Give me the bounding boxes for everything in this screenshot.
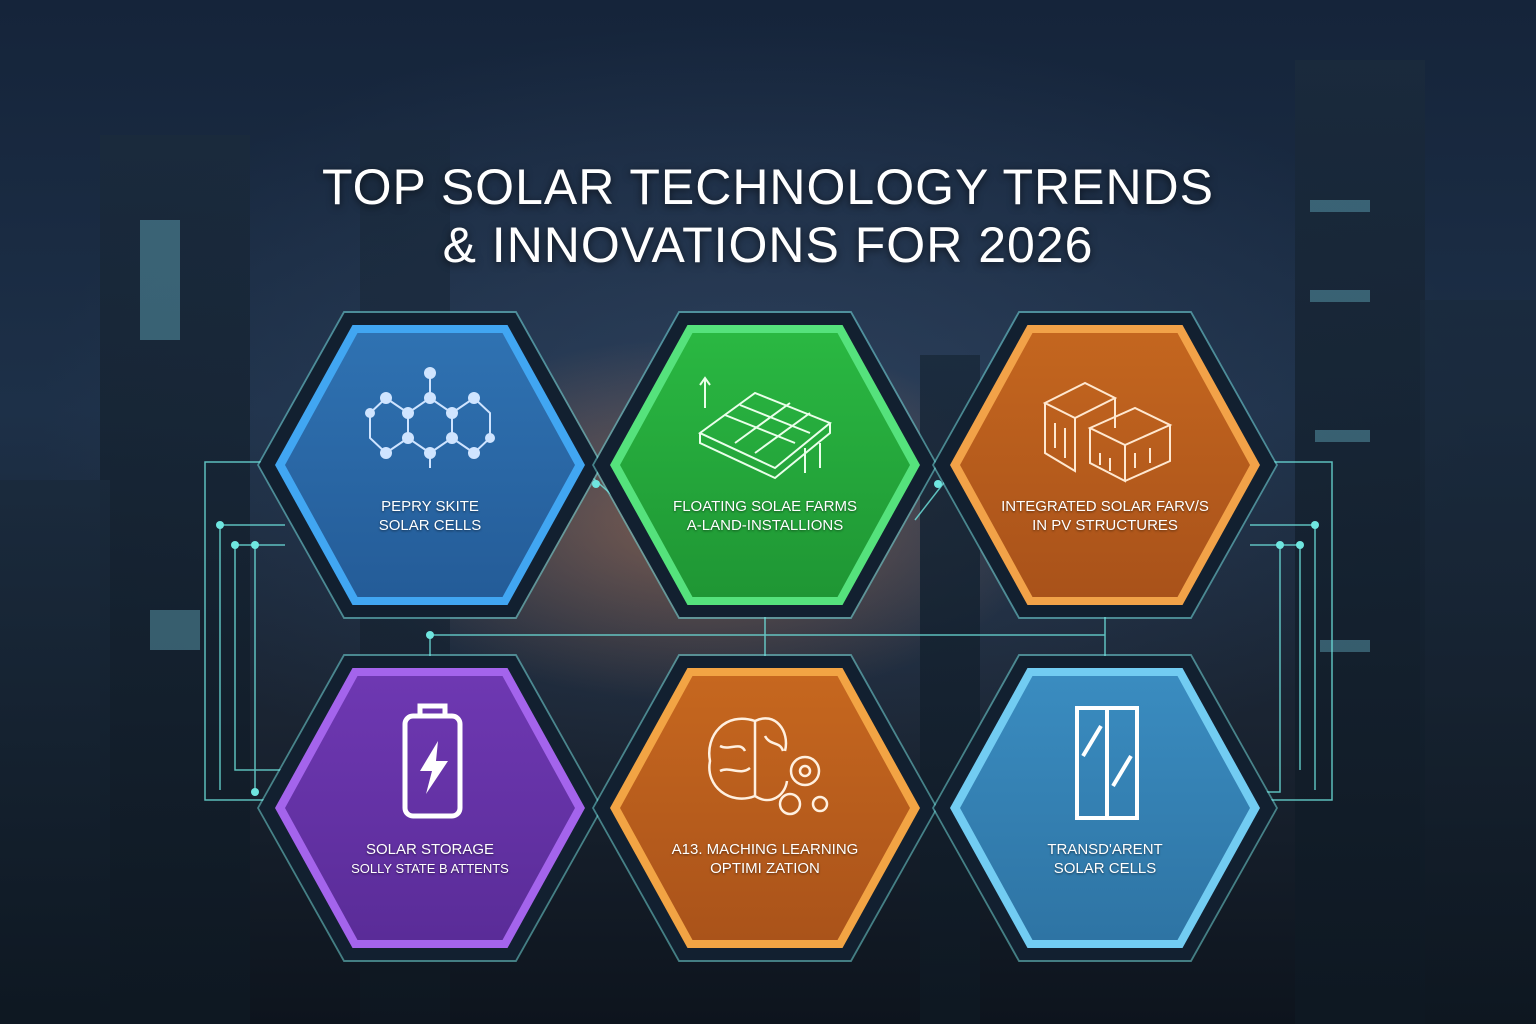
trend-label-line: SOLLY STATE B ATTENTS (351, 861, 509, 876)
trend-label: PEPRY SKITE SOLAR CELLS (315, 497, 545, 535)
trend-label-line: A-LAND-INSTALLIONS (686, 517, 844, 534)
floating-panels-icon (698, 376, 832, 480)
title-line-1: TOP SOLAR TECHNOLOGY TRENDS (321, 159, 1215, 215)
page-title: TOP SOLAR TECHNOLOGY TRENDS & INNOVATION… (0, 158, 1536, 274)
window-icon (1075, 706, 1139, 820)
trend-card-transparent-cells: TRANSD'ARENT SOLAR CELLS (932, 654, 1278, 962)
trend-label-line: A13. MACHING LEARNING (671, 841, 859, 858)
trend-card-floating-solar: FLOATING SOLAE FARMS A-LAND-INSTALLIONS (592, 311, 938, 619)
building-icon (1042, 381, 1173, 483)
trend-label-line: PEPRY SKITE (381, 498, 479, 515)
trend-card-solar-storage: SOLAR STORAGE SOLLY STATE B ATTENTS (257, 654, 603, 962)
trend-label-line: OPTIMI ZATION (710, 860, 820, 877)
trend-label-line: SOLAR STORAGE (365, 841, 495, 858)
molecule-icon (365, 367, 495, 468)
trend-label-line: IN PV STRUCTURES (1032, 517, 1178, 534)
trend-label: FLOATING SOLAE FARMS A-LAND-INSTALLIONS (650, 497, 880, 535)
trend-label-line: SOLAR CELLS (1053, 860, 1157, 877)
trend-label: TRANSD'ARENT SOLAR CELLS (990, 840, 1220, 878)
trend-label-line: SOLAR CELLS (378, 517, 482, 534)
battery-icon (402, 703, 463, 819)
title-line-2: & INNOVATIONS FOR 2026 (442, 217, 1094, 273)
trend-label: INTEGRATED SOLAR FARV/S IN PV STRUCTURES (990, 497, 1220, 535)
trend-label: A13. MACHING LEARNING OPTIMI ZATION (650, 840, 880, 878)
trend-card-ai-optimization: A13. MACHING LEARNING OPTIMI ZATION (592, 654, 938, 962)
trend-label-line: INTEGRATED SOLAR FARV/S (1001, 498, 1209, 515)
trend-label-line: FLOATING SOLAE FARMS (673, 498, 857, 515)
trend-label: SOLAR STORAGE SOLLY STATE B ATTENTS (315, 840, 545, 878)
brain-gears-icon (707, 717, 829, 816)
trend-label-line: TRANSD'ARENT (1047, 841, 1163, 858)
trend-card-integrated-pv: INTEGRATED SOLAR FARV/S IN PV STRUCTURES (932, 311, 1278, 619)
trend-card-perovskite: PEPRY SKITE SOLAR CELLS (257, 311, 603, 619)
